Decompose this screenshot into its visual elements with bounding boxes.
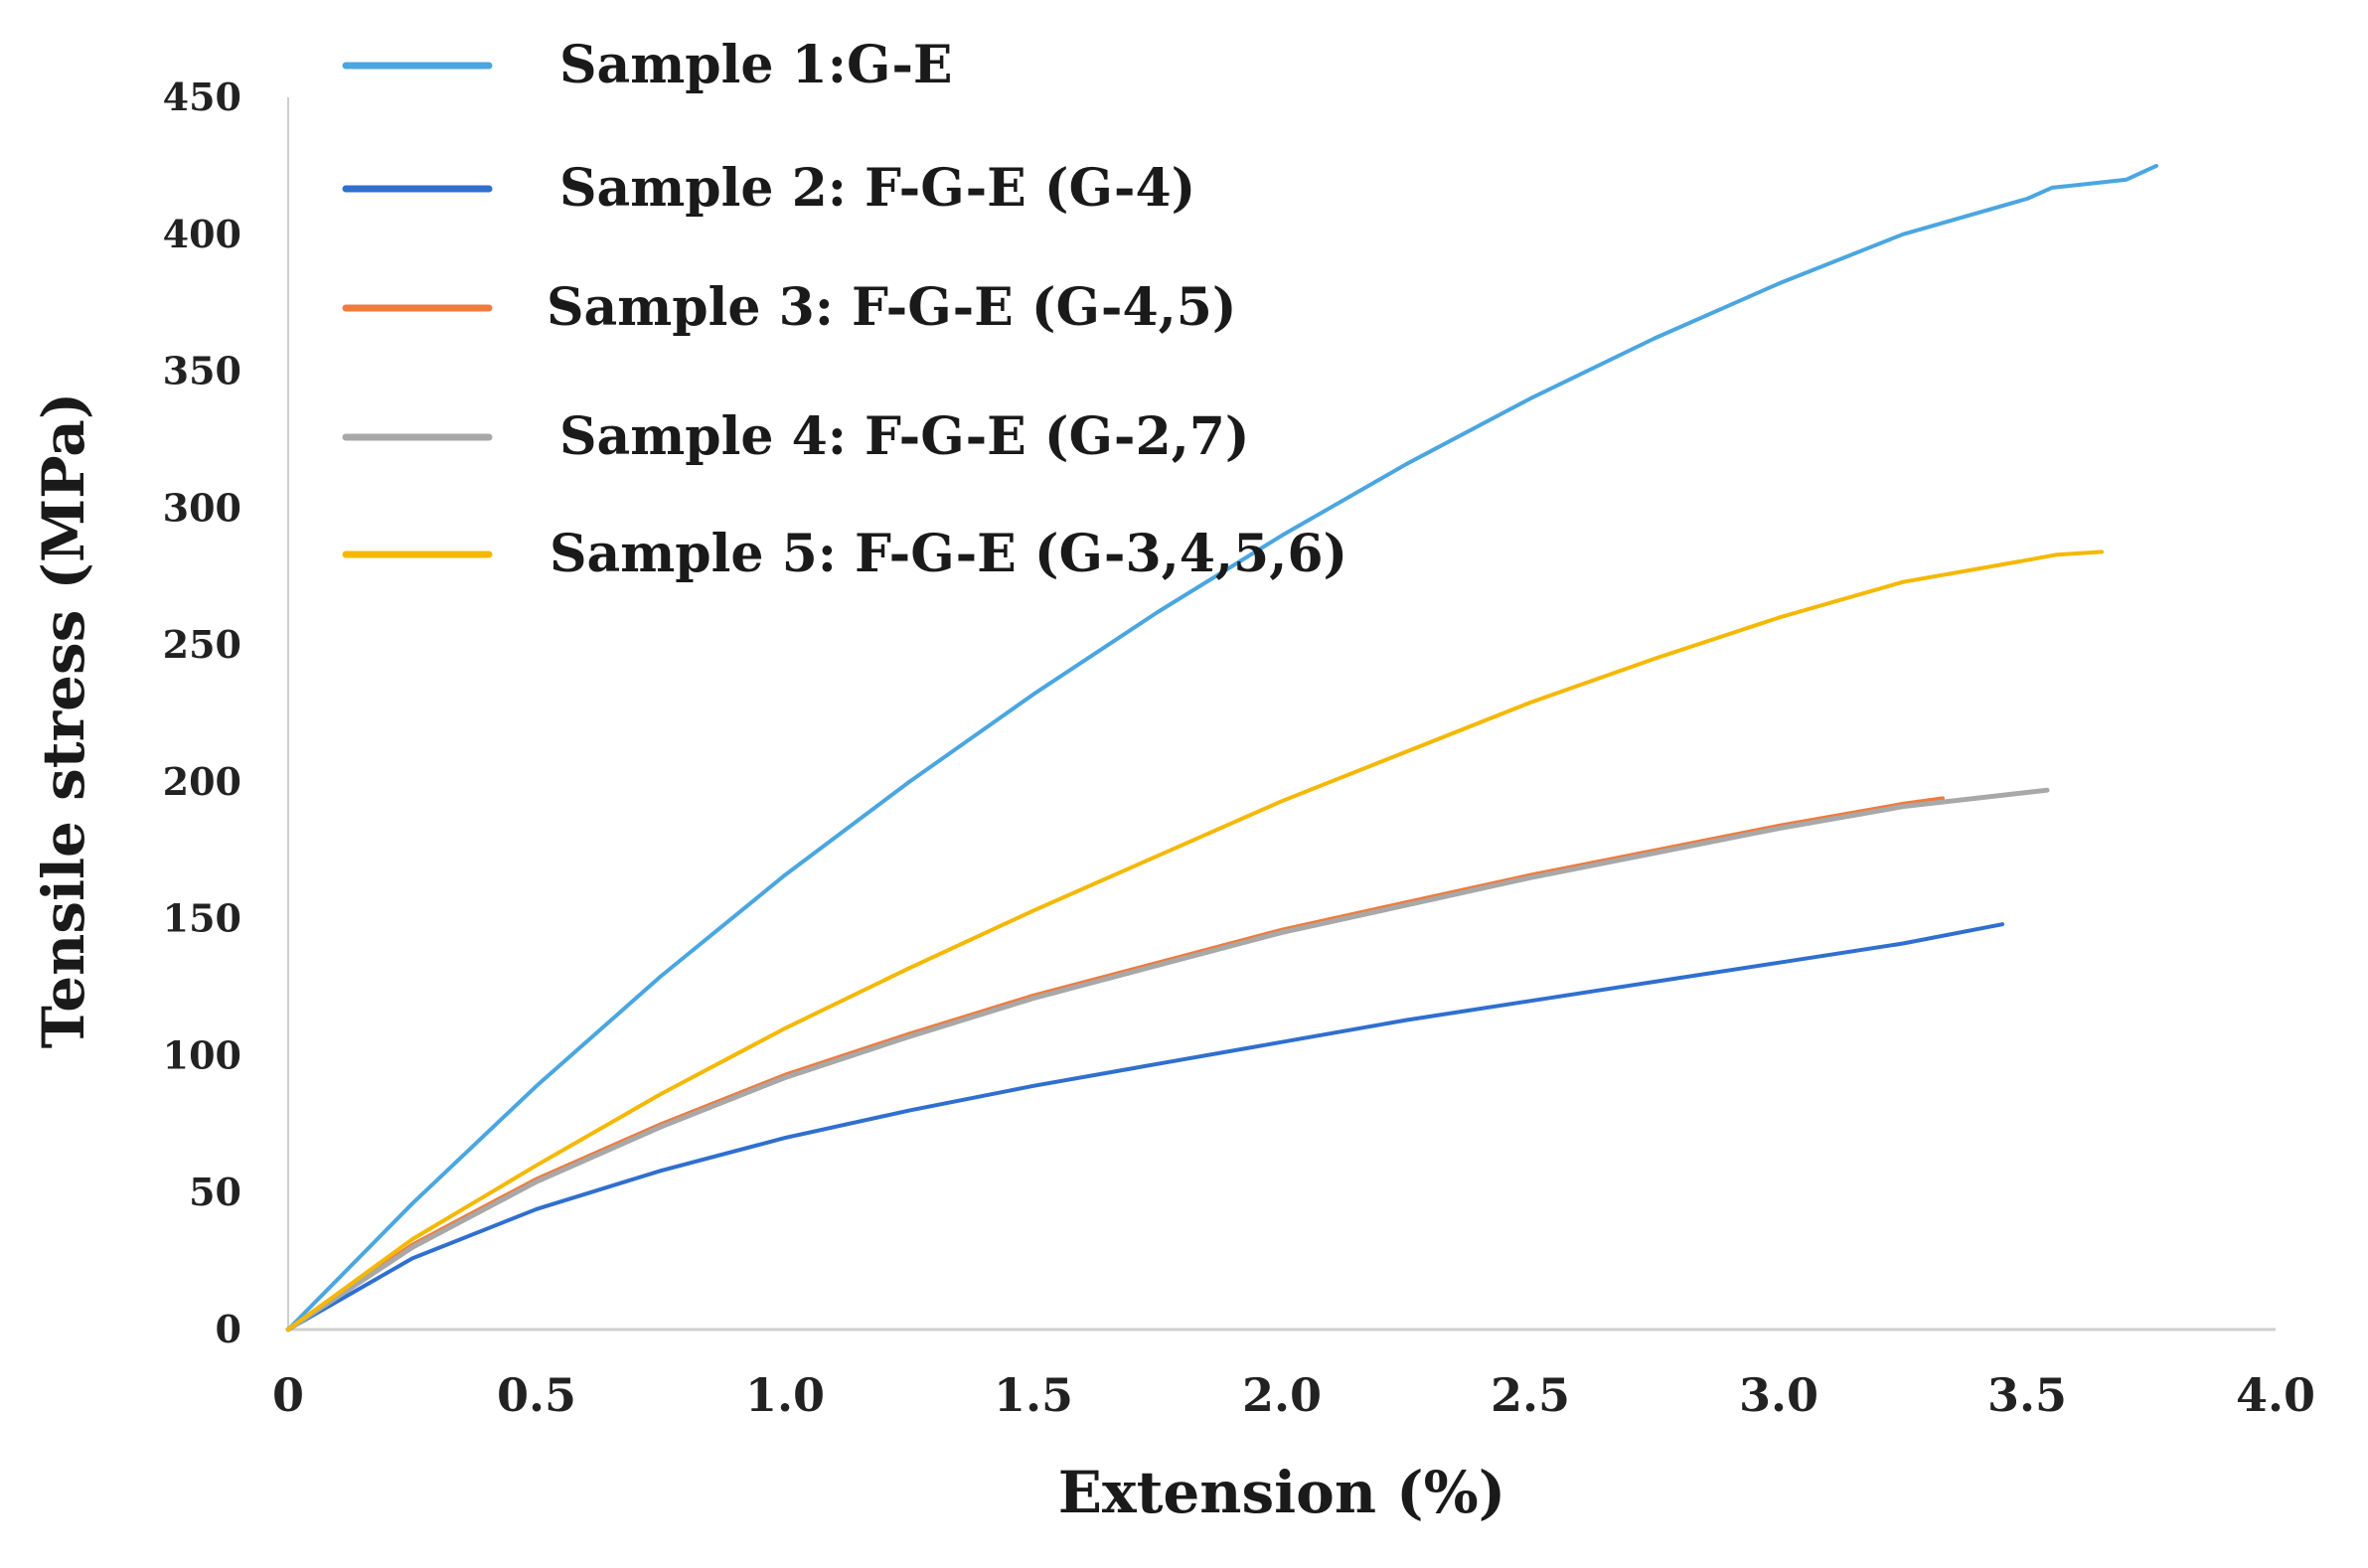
y-tick-label: 100 [163,1032,241,1077]
y-tick-label: 350 [163,349,241,393]
series-line-sample-3 [286,796,1945,1332]
x-tick-label: 2.5 [1491,1368,1570,1422]
legend: Sample 1:G-E Sample 2: F-G-E (G-4) Sample … [342,35,1347,584]
series-line-sample-4 [285,787,2050,1333]
y-tick-label: 150 [163,896,241,941]
x-tick-label: 0 [272,1368,304,1422]
series-line-sample-1 [286,163,2158,1332]
series-line-sample-2 [286,922,2004,1332]
series-lines [285,163,2158,1333]
legend-label-sample-2: Sample 2: F-G-E (G-4) [559,158,1195,219]
y-axis-title: Tensile stress (MPa) [30,392,97,1049]
x-tick-label: 3.0 [1739,1368,1818,1422]
x-tick-label: 0.5 [497,1368,576,1422]
axes: 0 0.5 1.0 1.5 2.0 2.5 3.0 3.5 4.0 0 50 100 150 200 250… [30,75,2315,1526]
y-tick-label: 0 [216,1307,241,1351]
y-tick-label: 250 [163,622,241,667]
y-tick-label: 200 [163,759,241,804]
y-tick-label: 450 [163,75,241,119]
y-tick-label: 300 [163,485,241,530]
x-tick-label: 4.0 [2236,1368,2315,1422]
x-axis-title: Extension (%) [1058,1459,1505,1526]
legend-label-sample-3: Sample 3: F-G-E (G-4,5) [547,277,1237,338]
x-tick-label: 2.0 [1242,1368,1322,1422]
series-line-sample-5 [286,549,2104,1332]
x-tick-label: 1.0 [745,1368,825,1422]
legend-label-sample-1: Sample 1:G-E [559,35,953,95]
x-tick-label: 1.5 [994,1368,1073,1422]
x-tick-label: 3.5 [1987,1368,2067,1422]
y-tick-label: 50 [189,1170,241,1214]
y-tick-label: 400 [163,212,241,256]
legend-label-sample-5: Sample 5: F-G-E (G-3,4,5,6) [550,524,1347,584]
legend-label-sample-4: Sample 4: F-G-E (G-2,7) [559,406,1250,467]
